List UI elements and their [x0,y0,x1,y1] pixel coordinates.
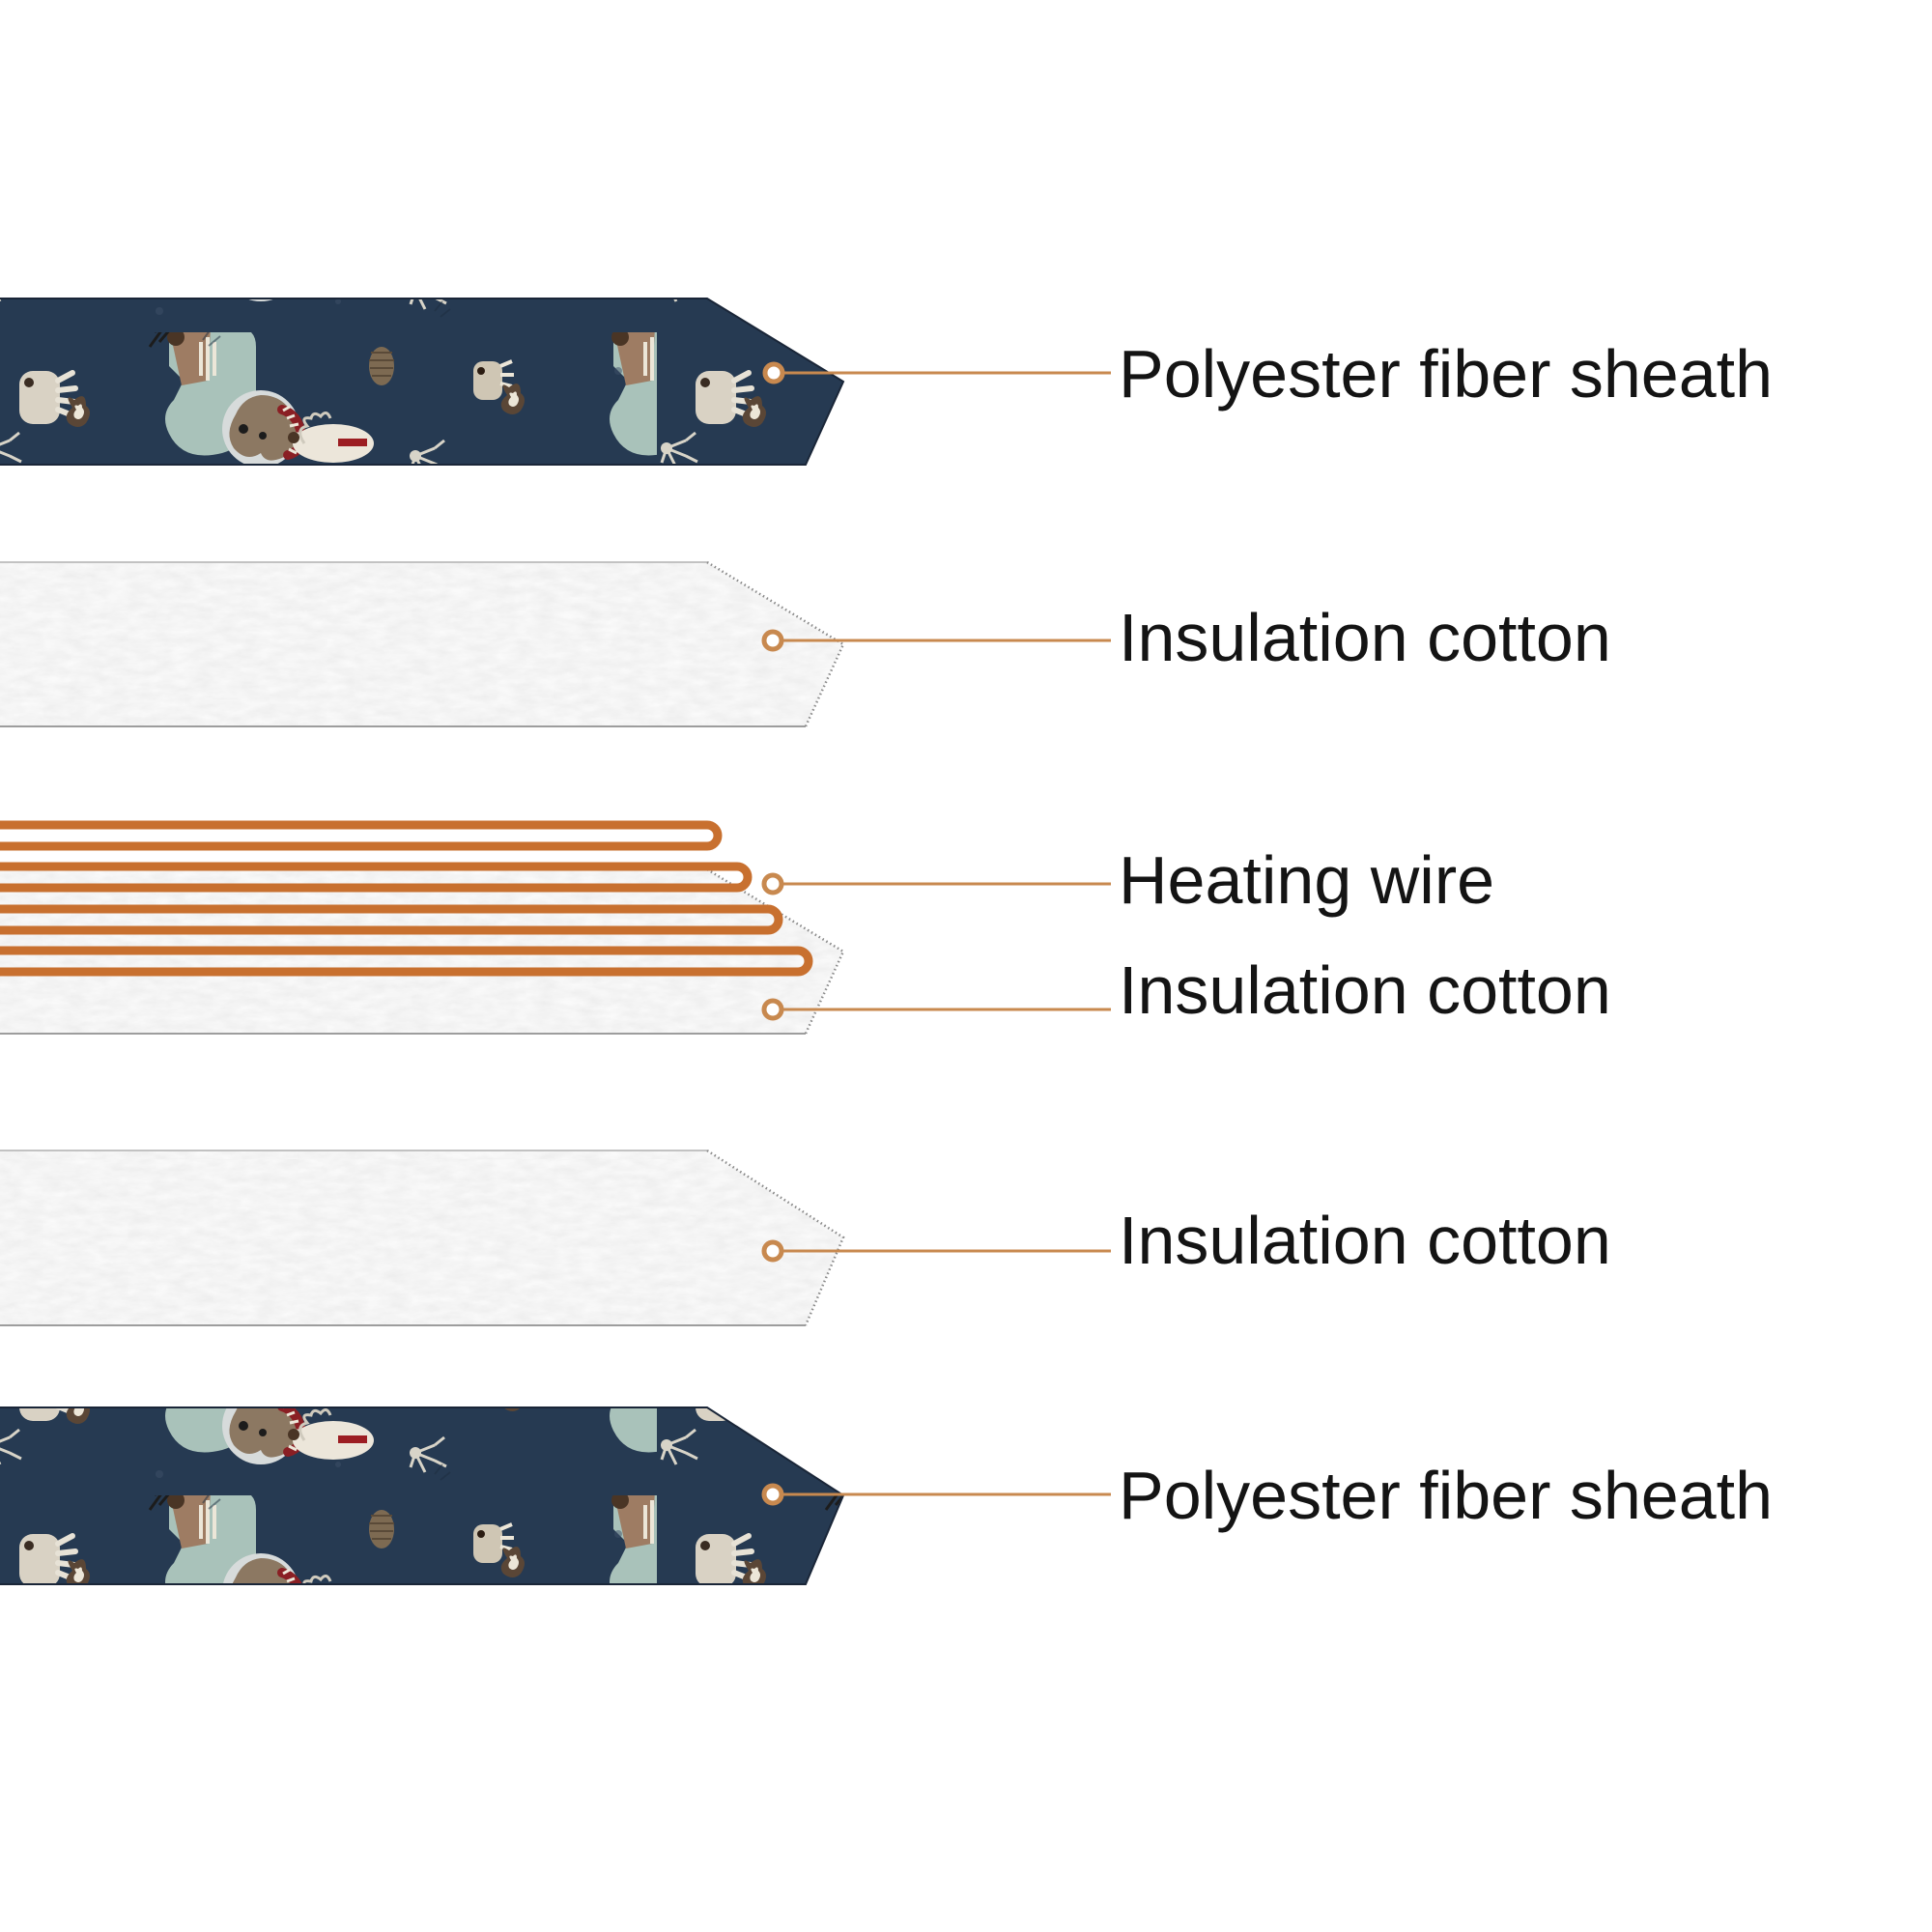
svg-text:Heating wire: Heating wire [1119,842,1494,918]
svg-text:Insulation cotton: Insulation cotton [1119,1203,1611,1278]
svg-text:Insulation cotton: Insulation cotton [1119,600,1611,675]
svg-text:Polyester fiber sheath: Polyester fiber sheath [1119,336,1773,412]
svg-text:Insulation cotton: Insulation cotton [1119,952,1611,1028]
svg-text:Polyester fiber sheath: Polyester fiber sheath [1119,1458,1773,1533]
